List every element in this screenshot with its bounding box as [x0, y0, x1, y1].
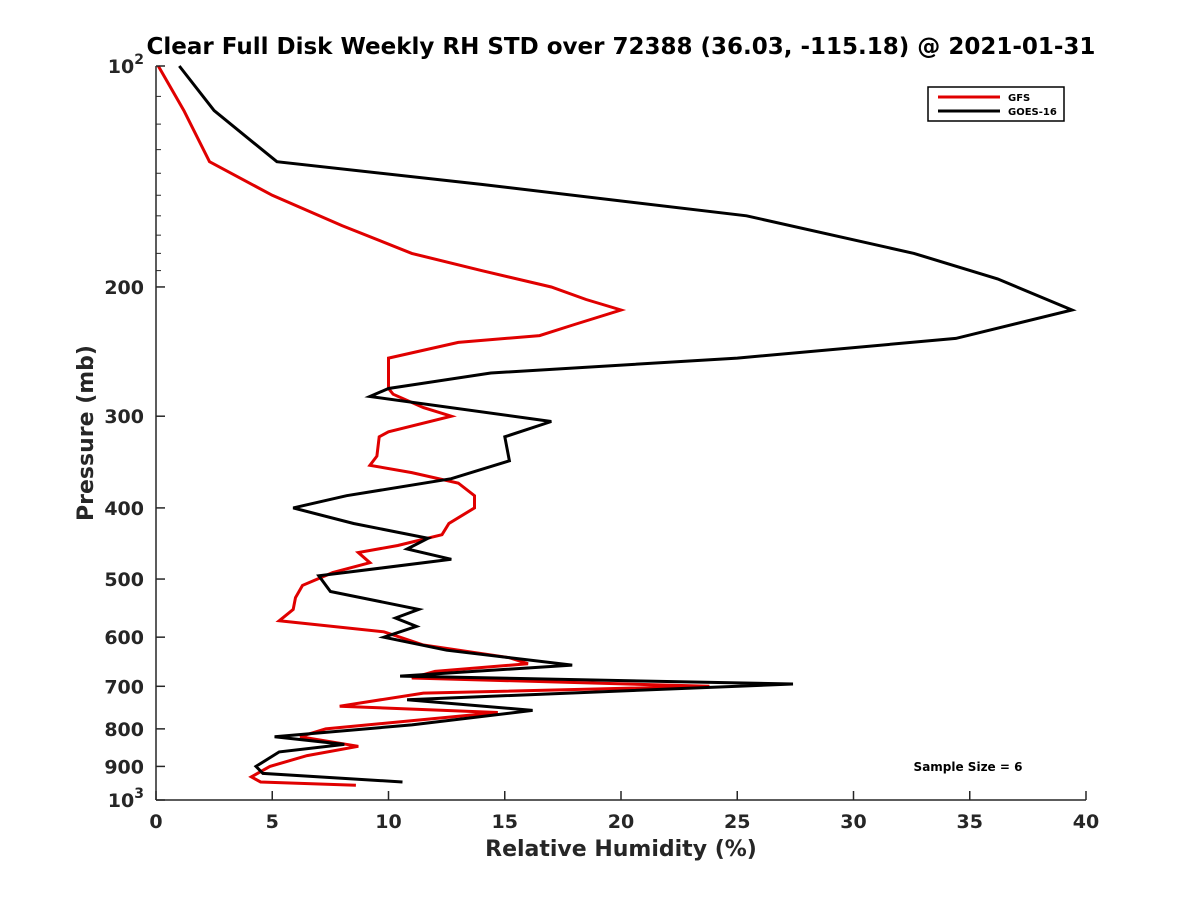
y-tick-label: 600: [104, 627, 144, 649]
y-tick-label: 800: [104, 719, 144, 741]
series-line-goes-16: [178, 65, 1077, 784]
y-tick-label: 900: [104, 756, 144, 778]
x-tick-label: 20: [608, 811, 634, 833]
x-tick-label: 5: [266, 811, 279, 833]
series-layer: [156, 65, 1077, 787]
x-axis-title: Relative Humidity (%): [485, 837, 757, 862]
sample-size-annotation: Sample Size = 6: [914, 760, 1023, 774]
x-tick-label: 40: [1073, 811, 1099, 833]
legend-frame: [927, 86, 1065, 122]
legend: GFS GOES-16: [927, 86, 1065, 122]
y-tick-label: 300: [104, 406, 144, 428]
x-tick-label: 30: [840, 811, 866, 833]
y-tick-label: 102: [108, 52, 144, 78]
x-tick-label: 35: [957, 811, 983, 833]
y-tick-label: 400: [104, 498, 144, 520]
chart-title: Clear Full Disk Weekly RH STD over 72388…: [147, 34, 1096, 60]
y-tick-label: 200: [104, 277, 144, 299]
x-tick-label: 0: [149, 811, 162, 833]
y-tick-label: 700: [104, 676, 144, 698]
y-tick-label: 500: [104, 569, 144, 591]
series-line-gfs: [156, 65, 710, 787]
x-tick-label: 15: [492, 811, 518, 833]
axes-layer: 0 5 10 15 20 25 30 35 40 102 200 300 400 500 600 700 800…: [104, 52, 1099, 833]
legend-label-gfs: GFS: [1008, 93, 1030, 104]
legend-label-goes-16: GOES-16: [1008, 107, 1057, 118]
y-tick-label: 103: [108, 786, 144, 812]
x-tick-label: 10: [375, 811, 401, 833]
x-tick-label: 25: [724, 811, 750, 833]
y-axis-title: Pressure (mb): [74, 345, 99, 521]
